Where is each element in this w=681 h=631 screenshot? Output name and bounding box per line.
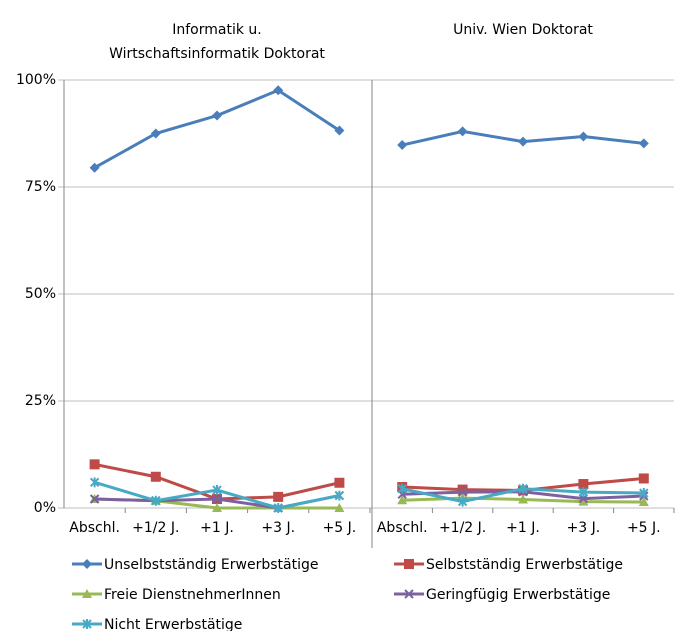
- marker: [578, 496, 589, 506]
- marker: [397, 495, 408, 505]
- marker: [82, 559, 92, 569]
- x-tick-label: Abschl.: [377, 520, 428, 536]
- marker: [639, 488, 649, 499]
- marker: [397, 140, 408, 151]
- marker: [518, 494, 528, 504]
- marker: [578, 131, 589, 142]
- marker: [273, 503, 283, 513]
- marker: [638, 497, 649, 507]
- marker: [82, 589, 92, 598]
- x-tick-label: +5 J.: [323, 520, 357, 536]
- marker: [404, 589, 414, 599]
- y-tick-label: 100%: [16, 72, 56, 88]
- marker: [273, 491, 284, 502]
- marker: [404, 559, 414, 569]
- marker: [212, 485, 222, 496]
- marker: [89, 162, 100, 173]
- legend-label: Unselbstständig Erwerbstätige: [104, 557, 318, 573]
- marker: [334, 503, 345, 512]
- legend-label: Selbstständig Erwerbstätige: [426, 557, 623, 573]
- marker: [638, 138, 649, 149]
- panel-title: Wirtschaftsinformatik Doktorat: [109, 46, 325, 62]
- x-tick-label: +1 J.: [200, 520, 234, 536]
- x-tick-label: Abschl.: [69, 520, 120, 536]
- marker: [82, 619, 92, 629]
- marker: [334, 490, 345, 501]
- y-tick-label: 25%: [25, 393, 56, 409]
- marker: [273, 85, 284, 96]
- marker: [457, 126, 468, 137]
- marker: [89, 477, 100, 488]
- marker: [150, 128, 161, 139]
- marker: [518, 483, 528, 494]
- x-tick-label: +3 J.: [261, 520, 295, 536]
- marker: [457, 487, 468, 497]
- y-tick-label: 50%: [25, 286, 56, 302]
- legend-label: Nicht Erwerbstätige: [104, 617, 242, 631]
- x-tick-label: +1 J.: [506, 520, 540, 536]
- marker: [578, 487, 589, 498]
- marker: [578, 479, 589, 490]
- x-tick-label: +3 J.: [567, 520, 601, 536]
- legend-label: Geringfügig Erwerbstätige: [426, 587, 610, 603]
- y-tick-label: 75%: [25, 179, 56, 195]
- marker: [89, 459, 100, 470]
- x-tick-label: +1/2 J.: [439, 520, 486, 536]
- marker: [150, 471, 161, 482]
- panel-title: Informatik u.: [172, 22, 261, 38]
- marker: [397, 483, 407, 494]
- marker: [457, 496, 468, 507]
- marker: [334, 125, 345, 136]
- x-tick-label: +1/2 J.: [132, 520, 179, 536]
- marker: [212, 494, 222, 504]
- marker: [457, 484, 468, 495]
- marker: [89, 494, 100, 504]
- x-tick-label: +5 J.: [627, 520, 661, 536]
- y-tick-label: 0%: [34, 500, 56, 516]
- legend-label: Freie DienstnehmerInnen: [104, 587, 281, 603]
- marker: [212, 110, 222, 121]
- marker: [518, 136, 528, 147]
- marker: [212, 503, 222, 512]
- panel-title: Univ. Wien Doktorat: [453, 22, 593, 38]
- marker: [151, 495, 161, 506]
- marker: [334, 477, 345, 488]
- marker: [638, 473, 649, 484]
